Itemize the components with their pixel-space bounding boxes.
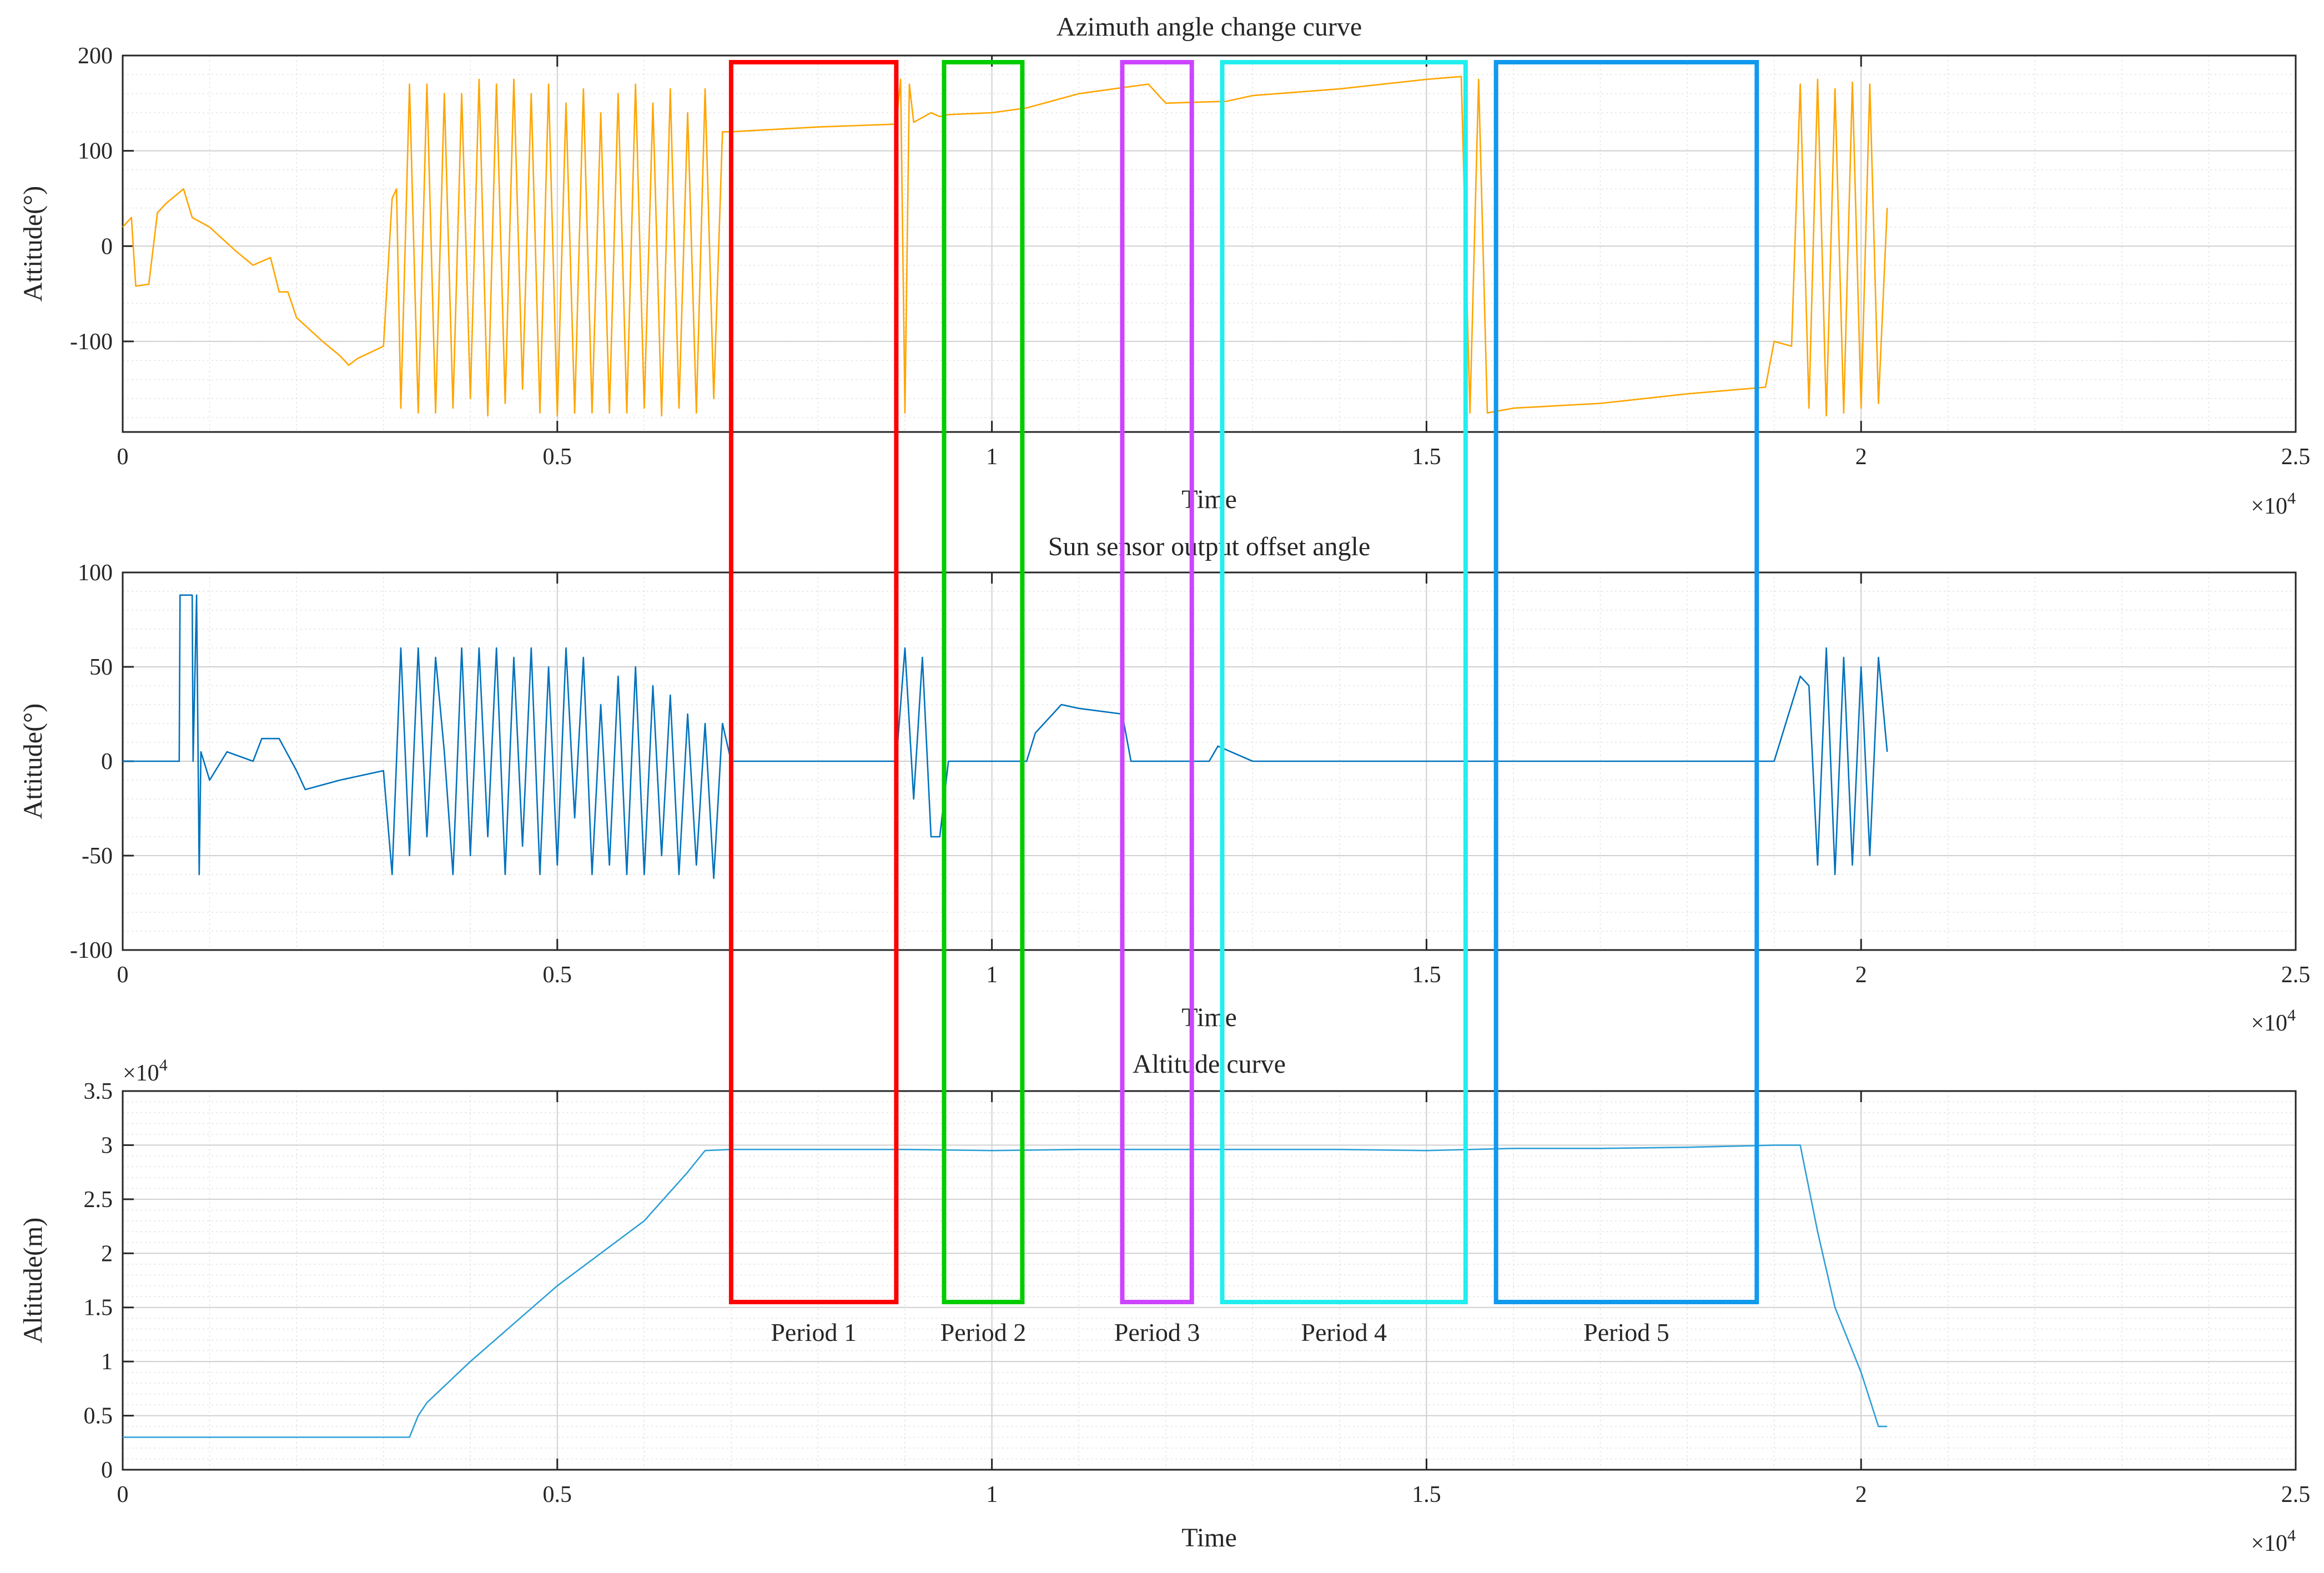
altitude-axes-frame	[122, 1090, 2297, 1471]
altitude-series-line	[123, 1144, 1888, 1438]
x-tick-label: 0.5	[543, 1482, 572, 1507]
altitude-ticks: 0 0.5 1 1.5 2 2.5 3.5 3 2.5 2 1.5 1 0.5 0	[84, 1079, 2311, 1507]
azimuth-axes-frame	[122, 54, 2297, 433]
y-tick-label: 0	[101, 234, 113, 259]
y-tick-label: 2.5	[84, 1187, 113, 1213]
period-label-2: Period 2	[940, 1318, 1027, 1346]
y-tick-label: 1	[101, 1349, 113, 1375]
period-label-5: Period 5	[1583, 1318, 1669, 1346]
y-tick-label: 2	[101, 1241, 113, 1267]
x-tick-label: 0.5	[543, 444, 572, 470]
period-box-5	[1493, 60, 1759, 1304]
y-tick-label: 3	[101, 1133, 113, 1158]
azimuth-y-axis-label: Attitude(°)	[18, 186, 48, 301]
x-tick-label: 0.5	[543, 962, 572, 988]
x-tick-label: 1.5	[1412, 962, 1441, 988]
x-tick-label: 1	[986, 962, 998, 988]
azimuth-ticks: 0 0.5 1 1.5 2 2.5 200 100 0 -100	[70, 43, 2310, 470]
azimuth-x-multiplier: ×104	[2251, 489, 2296, 519]
y-tick-label: 0	[101, 749, 113, 775]
period-label-1: Period 1	[771, 1318, 857, 1346]
sun-sensor-y-axis-label: Attitude(°)	[18, 703, 48, 819]
x-tick-label: 2	[1855, 1482, 1867, 1507]
altitude-y-multiplier: ×104	[123, 1056, 168, 1086]
y-tick-label: -100	[70, 938, 113, 963]
x-tick-label: 2.5	[2281, 962, 2311, 988]
y-tick-label: 0.5	[84, 1404, 113, 1429]
y-tick-label: 100	[78, 560, 113, 586]
y-tick-label: 100	[78, 139, 113, 164]
sun-sensor-x-multiplier: ×104	[2251, 1006, 2296, 1036]
sun-sensor-ticks: 0 0.5 1 1.5 2 2.5 100 50 0 -50 -100	[70, 560, 2310, 988]
x-tick-label: 1	[986, 444, 998, 470]
period-label-4: Period 4	[1301, 1318, 1387, 1346]
y-tick-label: -100	[70, 329, 113, 355]
period-boxes: Period 1 Period 2 Period 3 Period 4 Period 5	[728, 60, 1759, 1346]
altitude-x-multiplier: ×104	[2251, 1526, 2296, 1556]
x-tick-label: 2.5	[2281, 444, 2311, 470]
x-tick-label: 1.5	[1412, 444, 1441, 470]
period-box-4	[1220, 60, 1468, 1304]
x-tick-label: 0	[117, 1482, 129, 1507]
x-tick-label: 0	[117, 444, 129, 470]
x-tick-label: 2	[1855, 962, 1867, 988]
y-tick-label: -50	[82, 843, 113, 869]
altitude-grid	[122, 1090, 2296, 1470]
x-tick-label: 2	[1855, 444, 1867, 470]
sun-sensor-title: Sun sensor output offset angle	[1048, 532, 1370, 561]
x-tick-label: 1.5	[1412, 1482, 1441, 1507]
sun-sensor-plot-area	[123, 594, 1888, 880]
altitude-plot-area	[123, 1144, 1888, 1438]
x-tick-label: 0	[117, 962, 129, 988]
period-box-1	[728, 60, 899, 1304]
x-tick-label: 2.5	[2281, 1482, 2311, 1507]
sun-sensor-series-line	[123, 594, 1888, 880]
chart-azimuth: Azimuth angle change curve Time Attitude…	[18, 12, 2310, 519]
chart-altitude: Altitude curve Time Altitude(m) ×104 ×10…	[18, 1049, 2310, 1556]
x-tick-label: 1	[986, 1482, 998, 1507]
chart-sun-sensor: Sun sensor output offset angle Time Atti…	[18, 532, 2310, 1036]
altitude-y-axis-label: Altitude(m)	[18, 1218, 48, 1344]
period-box-3	[1120, 60, 1194, 1304]
y-tick-label: 50	[89, 655, 113, 680]
altitude-x-axis-label: Time	[1181, 1523, 1237, 1552]
azimuth-title: Azimuth angle change curve	[1057, 12, 1362, 42]
y-tick-label: 1.5	[84, 1295, 113, 1321]
period-label-3: Period 3	[1114, 1318, 1200, 1346]
y-tick-label: 3.5	[84, 1079, 113, 1104]
y-tick-label: 200	[78, 43, 113, 69]
altitude-title: Altitude curve	[1133, 1049, 1286, 1079]
period-box-2	[942, 60, 1025, 1304]
y-tick-label: 0	[101, 1458, 113, 1483]
